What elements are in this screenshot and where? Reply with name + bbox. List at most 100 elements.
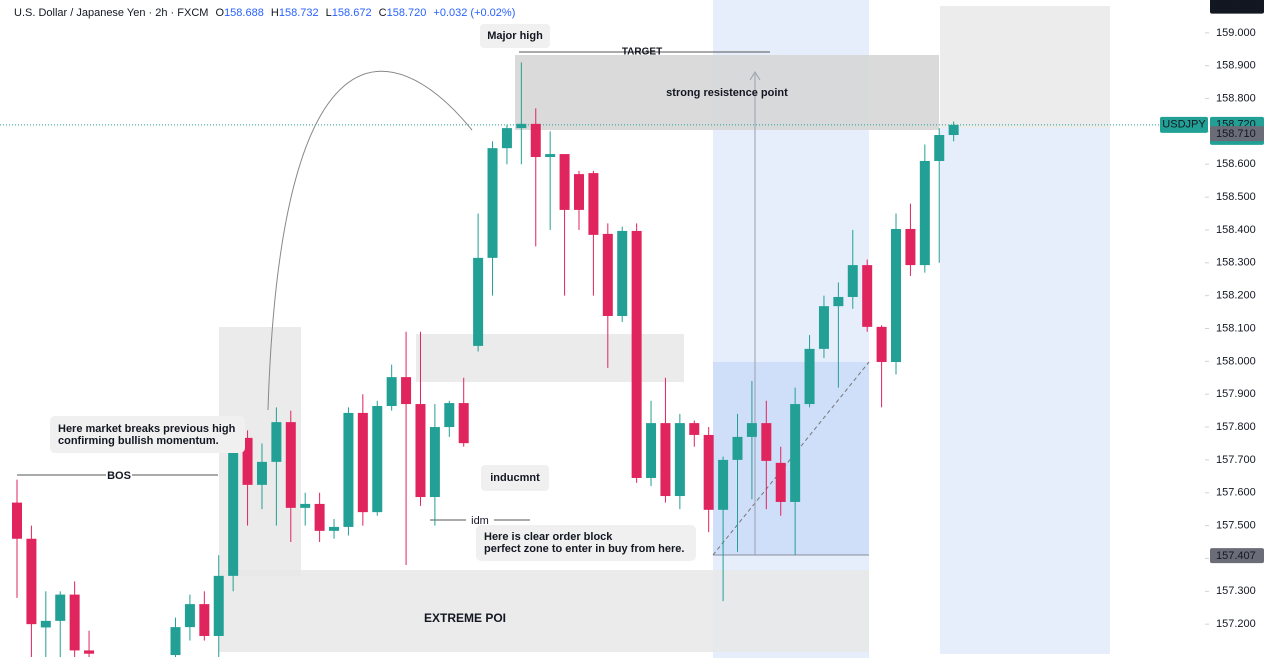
- candle-body: [602, 233, 613, 317]
- ohlc-key: H: [271, 7, 279, 19]
- candle-body: [804, 348, 815, 405]
- candle-body: [891, 228, 902, 363]
- resistance-zone: [515, 55, 939, 130]
- candle-body: [516, 123, 527, 129]
- y-tick-label: 157.900: [1216, 388, 1256, 400]
- price-tag-label: 158.710: [1216, 128, 1256, 140]
- candle-body: [199, 604, 210, 636]
- y-tick-label: 158.100: [1216, 322, 1256, 334]
- candle-body: [818, 306, 829, 349]
- symbol-label: USDJPY: [1162, 119, 1206, 131]
- y-tick-label: 158.800: [1216, 92, 1256, 104]
- candle-body: [300, 503, 311, 508]
- callout-box: [481, 465, 549, 491]
- price-tag-label: 157.407: [1216, 550, 1256, 562]
- price-tag-label: 159.080: [1216, 0, 1256, 12]
- extreme-poi-zone: [219, 570, 869, 652]
- candle-body: [761, 423, 772, 461]
- order-block-note-line: perfect zone to enter in buy from here.: [484, 543, 684, 555]
- candle-body: [343, 412, 354, 527]
- candle-body: [386, 377, 397, 407]
- candle-body: [271, 422, 282, 462]
- y-tick-label: 158.600: [1216, 158, 1256, 170]
- price-axis: 157.200157.300157.400157.500157.600157.7…: [1160, 0, 1264, 630]
- candle-body: [746, 423, 757, 437]
- order-block-note-line: Here is clear order block: [484, 531, 613, 543]
- extreme-poi-label: EXTREME POI: [424, 611, 506, 625]
- candle-body: [429, 427, 440, 498]
- ohlc-key: L: [326, 7, 332, 19]
- candle-body: [285, 422, 296, 508]
- candle-body: [40, 620, 51, 628]
- candle-body: [530, 123, 541, 158]
- ohlc-value: 158.688: [224, 7, 264, 19]
- bos-label: BOS: [107, 470, 131, 482]
- candle-body: [473, 257, 484, 346]
- label-bg: [466, 513, 494, 528]
- y-tick-label: 158.200: [1216, 290, 1256, 302]
- candle-body: [573, 174, 584, 210]
- swing-curve: [267, 70, 473, 411]
- candle-body: [934, 135, 945, 161]
- candle-body: [660, 423, 671, 497]
- candle-body: [487, 148, 498, 258]
- callout-box: [50, 416, 245, 453]
- candle-body: [674, 423, 685, 497]
- candle-body: [689, 423, 700, 435]
- candles: [12, 62, 959, 657]
- imbalance-zone: [416, 334, 684, 382]
- resistance-label: strong resistence point: [666, 87, 788, 99]
- idm-label: idm: [471, 515, 489, 527]
- ohlc-value: 158.672: [332, 7, 372, 19]
- y-tick-label: 158.500: [1216, 191, 1256, 203]
- candle-body: [372, 406, 383, 513]
- candle-body: [545, 154, 556, 158]
- ohlc-value: 158.720: [387, 7, 427, 19]
- y-tick-label: 157.800: [1216, 421, 1256, 433]
- candle-body: [617, 230, 628, 317]
- candle-body: [847, 265, 858, 297]
- candle-body: [242, 437, 253, 485]
- price-tag: [1210, 548, 1264, 564]
- candle-body: [444, 403, 455, 428]
- candle-body: [401, 377, 412, 405]
- y-tick-label: 157.600: [1216, 487, 1256, 499]
- candle-body: [314, 503, 325, 531]
- candle-body: [588, 173, 599, 235]
- y-tick-label: 159.000: [1216, 27, 1256, 39]
- candle-body: [862, 265, 873, 327]
- stop-zone: [940, 6, 1110, 128]
- chart-title: U.S. Dollar / Japanese Yen · 2h · FXCM: [14, 7, 208, 19]
- candle-body: [501, 128, 512, 149]
- candle-body: [184, 604, 195, 628]
- y-tick-label: 158.300: [1216, 257, 1256, 269]
- ohlc-key: C: [379, 7, 387, 19]
- candle-body: [559, 154, 570, 210]
- target-zone: [940, 128, 1110, 654]
- candle-body: [329, 526, 340, 531]
- candle-body: [631, 230, 642, 478]
- y-tick-label: 158.400: [1216, 224, 1256, 236]
- candle-body: [256, 461, 267, 485]
- candle-body: [732, 436, 743, 460]
- callout-box: [476, 525, 696, 561]
- candle-body: [69, 594, 80, 651]
- candle-body: [415, 404, 426, 498]
- candle-body: [26, 538, 37, 625]
- y-tick-label: 157.700: [1216, 454, 1256, 466]
- candle-body: [84, 650, 95, 654]
- candle-body: [775, 462, 786, 502]
- ohlc-change: +0.032 (+0.02%): [433, 7, 515, 19]
- candle-body: [948, 124, 959, 136]
- projection-line: [712, 361, 870, 556]
- candle-body: [876, 326, 887, 363]
- candle-body: [919, 160, 930, 266]
- label-bg: [106, 467, 132, 483]
- candle-body: [833, 296, 844, 307]
- arrow-head: [749, 71, 761, 81]
- candle-body: [703, 434, 714, 510]
- candle-body: [458, 403, 469, 444]
- price-tag: [1210, 0, 1264, 14]
- y-tick-label: 157.300: [1216, 585, 1256, 597]
